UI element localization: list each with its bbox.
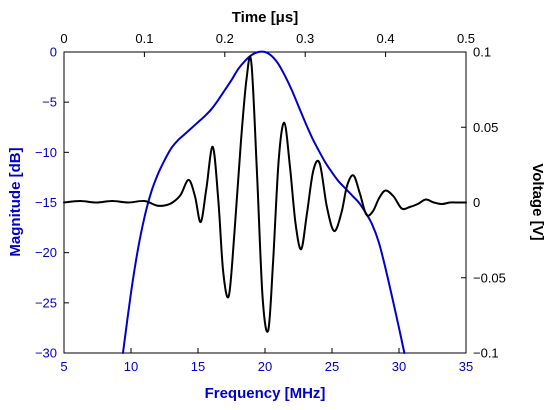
right-axis-ticks: 0.1 0.05 0 −0.05 −0.1 — [461, 45, 506, 361]
voltage-waveform-line — [63, 55, 467, 333]
bottom-tick-label: 10 — [124, 359, 138, 374]
left-tick-label: 0 — [50, 45, 57, 60]
series-layer — [63, 50, 467, 354]
top-tick-label: 0.4 — [377, 31, 395, 46]
top-axis-title: Time [μs] — [232, 9, 298, 26]
left-tick-label: −20 — [35, 245, 57, 260]
right-tick-label: 0.1 — [473, 45, 491, 60]
right-tick-label: −0.1 — [473, 346, 499, 361]
right-tick-label: 0.05 — [473, 120, 498, 135]
left-tick-label: −5 — [42, 95, 57, 110]
bottom-tick-label: 15 — [191, 359, 205, 374]
left-tick-label: −15 — [35, 195, 57, 210]
left-axis-ticks: 0 −5 −10 −15 −20 −25 −30 — [35, 45, 69, 361]
left-tick-label: −25 — [35, 295, 57, 310]
bottom-axis-ticks: 5 10 15 20 25 30 35 — [60, 348, 473, 374]
magnitude-spectrum-line — [121, 50, 406, 354]
bottom-tick-label: 35 — [459, 359, 473, 374]
bottom-tick-label: 5 — [60, 359, 67, 374]
bottom-tick-label: 25 — [325, 359, 339, 374]
left-tick-label: −30 — [35, 346, 57, 361]
left-tick-label: −10 — [35, 145, 57, 160]
bottom-axis-title: Frequency [MHz] — [205, 385, 326, 402]
top-tick-label: 0.1 — [135, 31, 153, 46]
right-tick-label: 0 — [473, 195, 480, 210]
bottom-tick-label: 30 — [392, 359, 406, 374]
top-tick-label: 0.3 — [296, 31, 314, 46]
top-axis-ticks: 0 0.1 0.2 0.3 0.4 0.5 — [60, 31, 475, 57]
top-tick-label: 0 — [60, 31, 67, 46]
right-tick-label: −0.05 — [473, 270, 506, 285]
top-tick-label: 0.5 — [457, 31, 475, 46]
bottom-tick-label: 20 — [258, 359, 272, 374]
left-axis-title: Magnitude [dB] — [7, 147, 24, 256]
right-axis-title: Voltage [V] — [529, 163, 546, 240]
top-tick-label: 0.2 — [216, 31, 234, 46]
